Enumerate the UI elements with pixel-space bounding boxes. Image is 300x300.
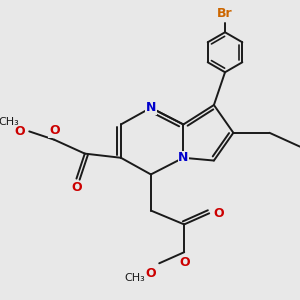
Text: CH₃: CH₃: [124, 273, 145, 283]
Text: N: N: [146, 101, 156, 114]
Text: O: O: [146, 268, 156, 281]
Text: O: O: [49, 124, 60, 137]
Text: O: O: [14, 125, 25, 138]
Text: N: N: [178, 151, 189, 164]
Text: O: O: [179, 256, 190, 269]
Text: Br: Br: [217, 7, 233, 20]
Text: CH₃: CH₃: [0, 117, 20, 127]
Text: O: O: [71, 182, 82, 194]
Text: O: O: [213, 207, 224, 220]
